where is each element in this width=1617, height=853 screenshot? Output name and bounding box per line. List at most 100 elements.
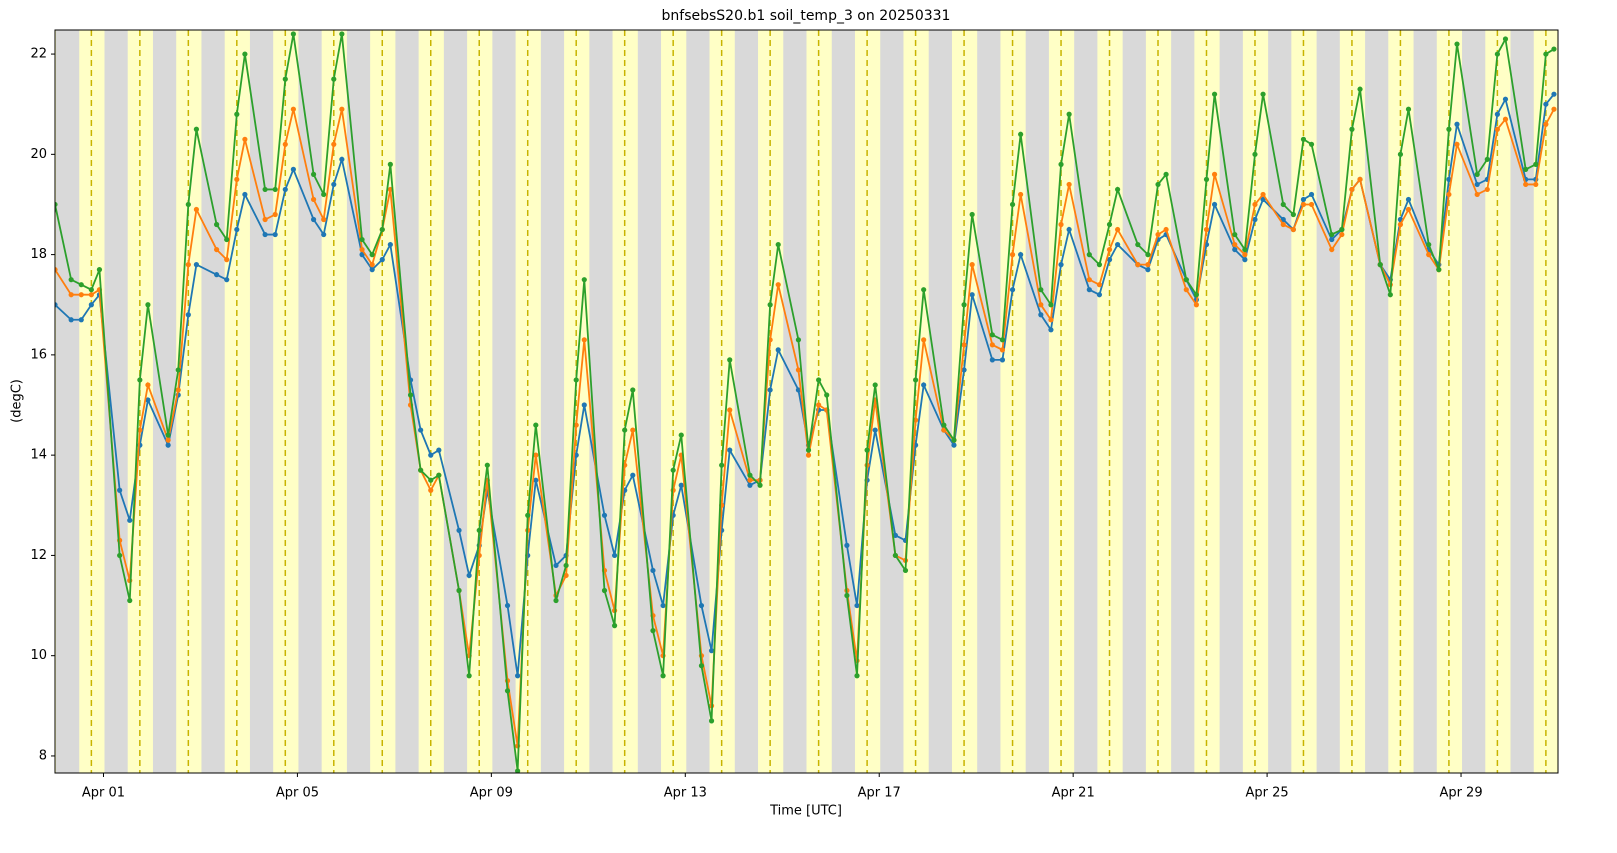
data-point [892, 532, 898, 538]
data-point [611, 623, 618, 629]
data-point [757, 482, 763, 488]
data-point [961, 302, 967, 308]
data-point [553, 562, 559, 569]
data-point [1436, 267, 1442, 273]
data-point [282, 186, 288, 193]
data-point [175, 387, 181, 393]
data-point [1484, 156, 1490, 162]
data-point [369, 252, 375, 258]
data-point [242, 51, 248, 57]
data-point [359, 236, 365, 243]
data-point [941, 427, 947, 433]
data-point [708, 718, 715, 724]
data-point [1543, 51, 1549, 57]
data-point [145, 397, 151, 403]
x-tick-label: Apr 25 [1246, 786, 1289, 801]
data-point [234, 226, 240, 233]
y-tick-label: 20 [30, 147, 47, 162]
data-point [1135, 262, 1141, 268]
data-point [68, 292, 74, 298]
data-point [1280, 201, 1286, 208]
data-point [563, 572, 569, 579]
data-point [1183, 287, 1189, 293]
data-point [339, 31, 345, 37]
data-point [262, 216, 268, 223]
data-point [1551, 106, 1557, 112]
data-point [1357, 86, 1363, 92]
data-point [1193, 302, 1199, 308]
data-point [1009, 287, 1016, 293]
data-point [78, 317, 84, 323]
data-point [1280, 221, 1286, 228]
data-point [1260, 91, 1266, 97]
data-point [88, 302, 94, 308]
data-point [1533, 161, 1539, 167]
data-point [999, 347, 1006, 353]
data-point [795, 387, 802, 393]
data-point [1405, 106, 1412, 112]
data-point [805, 447, 812, 453]
y-tick-label: 10 [30, 648, 47, 663]
data-point [533, 452, 539, 458]
data-point [1252, 216, 1258, 223]
data-point [242, 191, 248, 198]
data-point [1405, 206, 1412, 213]
y-tick-label: 16 [30, 347, 47, 362]
data-point [864, 447, 870, 453]
data-point [767, 302, 773, 308]
data-point [1096, 262, 1103, 268]
data-point [775, 347, 781, 353]
data-point [525, 512, 531, 518]
data-point [678, 482, 684, 488]
data-point [747, 477, 753, 483]
data-point [1502, 36, 1509, 42]
data-point [1446, 176, 1452, 183]
data-point [1009, 201, 1016, 208]
plot-area [55, 31, 1557, 773]
data-point [290, 31, 296, 37]
data-point [533, 422, 539, 428]
data-point [622, 427, 628, 433]
data-point [1232, 231, 1238, 238]
data-point [1329, 246, 1335, 253]
data-point [961, 367, 967, 373]
data-point [1115, 241, 1121, 248]
data-point [369, 267, 375, 273]
data-point [321, 191, 327, 198]
data-point [1308, 141, 1315, 147]
data-point [1454, 141, 1460, 147]
data-point [185, 262, 191, 268]
data-point [1155, 231, 1161, 238]
data-point [310, 171, 317, 177]
data-point [1155, 181, 1161, 188]
data-point [185, 312, 191, 318]
data-point [1349, 126, 1355, 132]
data-point [369, 262, 375, 268]
data-point [1543, 101, 1549, 107]
data-point [290, 166, 296, 172]
data-point [224, 257, 230, 263]
data-point [1474, 171, 1480, 177]
data-point [1357, 176, 1363, 183]
data-point [999, 357, 1006, 363]
data-point [1048, 317, 1054, 323]
data-point [1377, 262, 1383, 268]
data-point [1232, 246, 1238, 253]
data-point [456, 587, 462, 594]
data-point [1300, 196, 1307, 203]
data-point [1066, 111, 1072, 117]
data-point [747, 472, 753, 478]
data-point [359, 252, 365, 258]
data-point [921, 337, 927, 343]
data-point [88, 287, 94, 293]
data-point [1426, 241, 1432, 248]
data-point [989, 332, 995, 338]
data-point [989, 342, 995, 348]
x-tick-label: Apr 29 [1439, 786, 1482, 801]
data-point [961, 342, 967, 348]
data-point [747, 482, 753, 488]
data-point [844, 542, 850, 548]
data-point [1048, 327, 1054, 333]
data-point [78, 282, 84, 288]
